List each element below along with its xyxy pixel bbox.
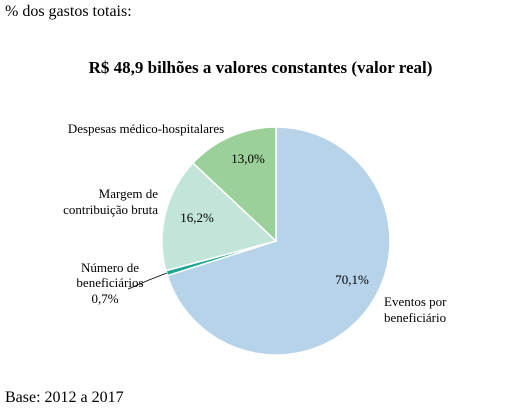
slice-value-label-margem: 16,2% — [180, 210, 214, 225]
slice-category-label-despesas: Despesas médico-hospitalares — [68, 121, 224, 136]
header-note: % dos gastos totais: — [5, 3, 132, 20]
slice-value-label-numero: 0,7% — [91, 291, 118, 306]
slice-category-label-margem: Margem de contribuição bruta — [63, 186, 158, 217]
pie-slice-despesas — [191, 126, 277, 243]
slice-value-label-despesas: 13,0% — [231, 151, 265, 166]
chart-title: R$ 48,9 bilhões a valores constantes (va… — [88, 58, 433, 77]
slice-category-label-numero: Número de beneficiários — [76, 260, 143, 290]
leader-line-numero — [127, 272, 167, 290]
slice-category-label-eventos: Eventos por beneficiário — [384, 294, 447, 325]
pie-slice-margem — [161, 161, 278, 272]
base-note: Base: 2012 a 2017 — [5, 389, 124, 406]
pie-slice-eventos — [166, 126, 391, 356]
slice-value-label-eventos: 70,1% — [335, 272, 369, 287]
